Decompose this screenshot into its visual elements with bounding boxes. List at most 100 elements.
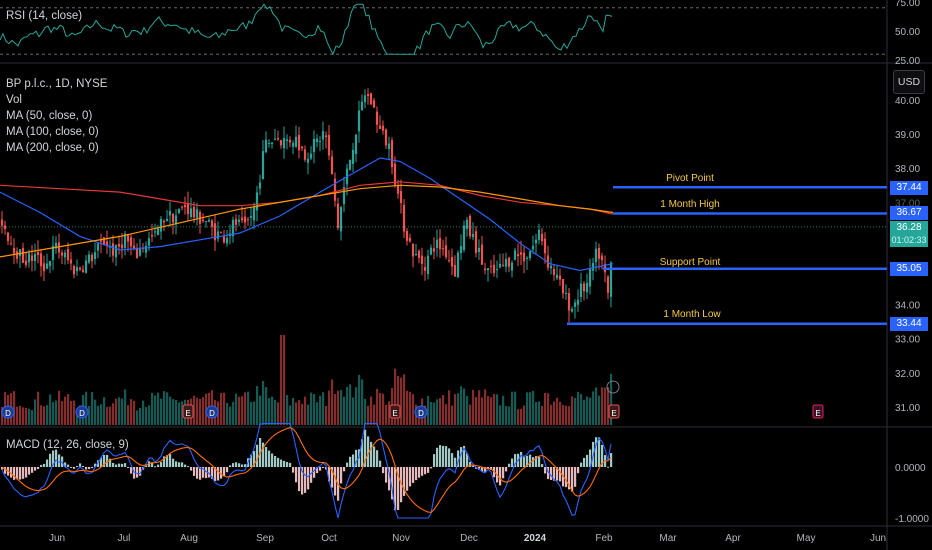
candle-body — [363, 95, 367, 103]
candle-body — [357, 110, 361, 132]
volume-bar — [316, 402, 319, 425]
volume-bar — [262, 381, 265, 425]
dividend-marker — [75, 405, 89, 419]
candle-body — [225, 237, 229, 244]
candle-body — [315, 138, 319, 142]
macd-histogram-bar — [457, 450, 460, 467]
macd-histogram-bar — [58, 454, 61, 467]
macd-histogram-bar — [295, 467, 298, 483]
macd-histogram-bar — [175, 461, 178, 467]
candle-body — [390, 140, 394, 168]
candle-body — [27, 253, 31, 263]
price-tick-label: 33.00 — [895, 335, 920, 346]
candle-body — [270, 142, 274, 144]
macd-histogram-bar — [55, 449, 58, 467]
candle-body — [177, 208, 181, 213]
month-low-label: 1 Month Low — [663, 309, 721, 320]
candle-body — [366, 94, 370, 97]
candle-body — [525, 257, 529, 259]
volume-bar — [352, 397, 355, 425]
candle-body — [186, 203, 190, 215]
volume-bar — [538, 401, 541, 425]
volume-bar — [226, 402, 229, 425]
candle-body — [450, 257, 454, 267]
macd-line — [1, 423, 612, 519]
candle-body — [243, 216, 247, 223]
price-tick-label: 32.00 — [895, 369, 920, 380]
macd-histogram-bar — [403, 467, 406, 496]
volume-bar — [361, 379, 364, 425]
candle-body — [333, 178, 337, 201]
candle-body — [66, 249, 70, 261]
macd-histogram-bar — [355, 449, 358, 467]
time-axis-label: Jun — [49, 533, 65, 544]
time-axis-label: Sep — [256, 533, 274, 544]
volume-bar — [232, 401, 235, 425]
candle-body — [459, 246, 463, 253]
candle-body — [57, 242, 61, 253]
candle-body — [588, 269, 592, 287]
volume-bar — [568, 406, 571, 425]
macd-histogram-bar — [97, 460, 100, 467]
volume-bar — [313, 394, 316, 425]
macd-histogram-bar — [184, 464, 187, 467]
volume-bar — [280, 335, 283, 425]
candle-body — [336, 203, 340, 228]
volume-bar — [121, 398, 124, 425]
volume-bar — [172, 399, 175, 425]
candle-body — [3, 225, 7, 229]
volume-bar — [1, 407, 4, 425]
time-axis-label: Apr — [725, 533, 741, 544]
macd-histogram-bar — [307, 467, 310, 490]
volume-bar — [376, 388, 379, 425]
macd-histogram-bar — [535, 456, 538, 467]
candle-body — [261, 151, 265, 179]
candle-body — [168, 211, 172, 216]
price-tick-label: 39.00 — [895, 130, 920, 141]
candle-body — [156, 228, 160, 236]
macd-histogram-bar — [76, 466, 79, 467]
candle-body — [309, 153, 313, 159]
volume-bar — [115, 398, 118, 425]
macd-histogram-bar — [1, 467, 4, 470]
macd-histogram-bar — [67, 464, 70, 467]
volume-bar — [406, 390, 409, 425]
candle-body — [72, 266, 76, 275]
macd-histogram-bar — [610, 453, 613, 467]
macd-histogram-bar — [502, 467, 505, 479]
volume-bar — [508, 406, 511, 425]
macd-histogram-bar — [253, 451, 256, 467]
volume-bar — [319, 395, 322, 425]
volume-bar — [586, 396, 589, 425]
volume-bar — [607, 387, 610, 425]
macd-histogram-bar — [79, 463, 82, 467]
macd-histogram-bar — [364, 429, 367, 467]
macd-histogram-bar — [553, 467, 556, 481]
macd-histogram-bar — [580, 462, 583, 467]
candle-body — [240, 217, 244, 221]
candle-body — [21, 247, 25, 263]
candle-body — [441, 248, 445, 249]
volume-bar — [112, 403, 115, 425]
candle-body — [132, 245, 136, 249]
macd-histogram-bar — [394, 467, 397, 511]
ma200-label: MA (200, close, 0) — [6, 142, 99, 154]
macd-histogram-bar — [385, 467, 388, 483]
macd-histogram-bar — [64, 462, 67, 467]
candle-body — [237, 219, 241, 222]
macd-histogram-bar — [523, 455, 526, 467]
volume-bar — [529, 392, 532, 425]
macd-histogram-bar — [328, 467, 331, 482]
macd-histogram-bar — [319, 467, 322, 471]
volume-bar — [541, 406, 544, 425]
candle-body — [339, 206, 343, 232]
macd-histogram-bar — [568, 467, 571, 490]
candle-body — [378, 125, 382, 129]
volume-bar — [235, 393, 238, 425]
volume-bar — [514, 391, 517, 425]
macd-histogram-bar — [283, 460, 286, 467]
candle-body — [267, 143, 271, 144]
currency-button[interactable]: USD — [893, 70, 925, 94]
candle-body — [375, 111, 379, 125]
